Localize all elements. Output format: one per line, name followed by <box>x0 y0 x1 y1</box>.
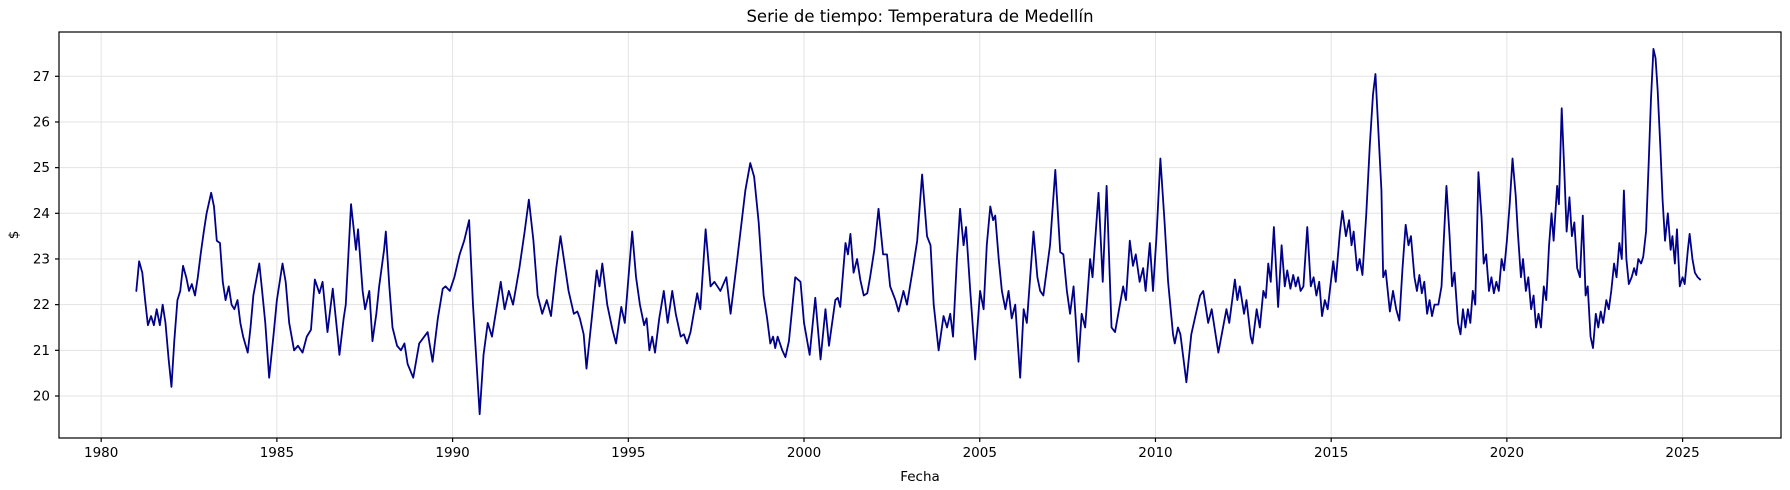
y-tick-label-26: 26 <box>33 114 50 130</box>
x-tick-label-2020: 2020 <box>1490 445 1524 461</box>
x-tick-label-1995: 1995 <box>611 445 645 461</box>
x-tick-label-2005: 2005 <box>963 445 997 461</box>
y-tick-label-23: 23 <box>33 251 50 267</box>
y-tick-label-20: 20 <box>33 388 50 404</box>
grid-lines <box>59 32 1781 438</box>
plot-frame <box>58 31 1782 439</box>
x-tick-label-2025: 2025 <box>1665 445 1699 461</box>
y-tick-label-25: 25 <box>33 160 50 176</box>
y-tick-label-24: 24 <box>33 206 50 222</box>
x-tick-label-1985: 1985 <box>260 445 294 461</box>
y-tick-label-21: 21 <box>33 343 50 359</box>
y-tick-label-27: 27 <box>33 69 50 85</box>
tick-marks <box>55 75 1684 442</box>
x-tick-label-2010: 2010 <box>1138 445 1172 461</box>
temperature-line-series <box>135 48 1702 416</box>
x-tick-label-1980: 1980 <box>84 445 118 461</box>
data-series-group <box>135 48 1702 416</box>
y-axis-label: $ <box>6 231 22 240</box>
x-axis-label: Fecha <box>900 469 940 485</box>
x-tick-label-1990: 1990 <box>435 445 469 461</box>
tick-labels: 1980 1985 1990 1995 2000 2005 2010 2015 2020 2025… <box>33 69 1700 461</box>
x-tick-label-2015: 2015 <box>1314 445 1348 461</box>
y-tick-label-22: 22 <box>33 297 50 313</box>
chart-title: Serie de tiempo: Temperatura de Medellín <box>746 7 1093 26</box>
axes-frame <box>58 31 1782 439</box>
x-tick-label-2000: 2000 <box>787 445 821 461</box>
